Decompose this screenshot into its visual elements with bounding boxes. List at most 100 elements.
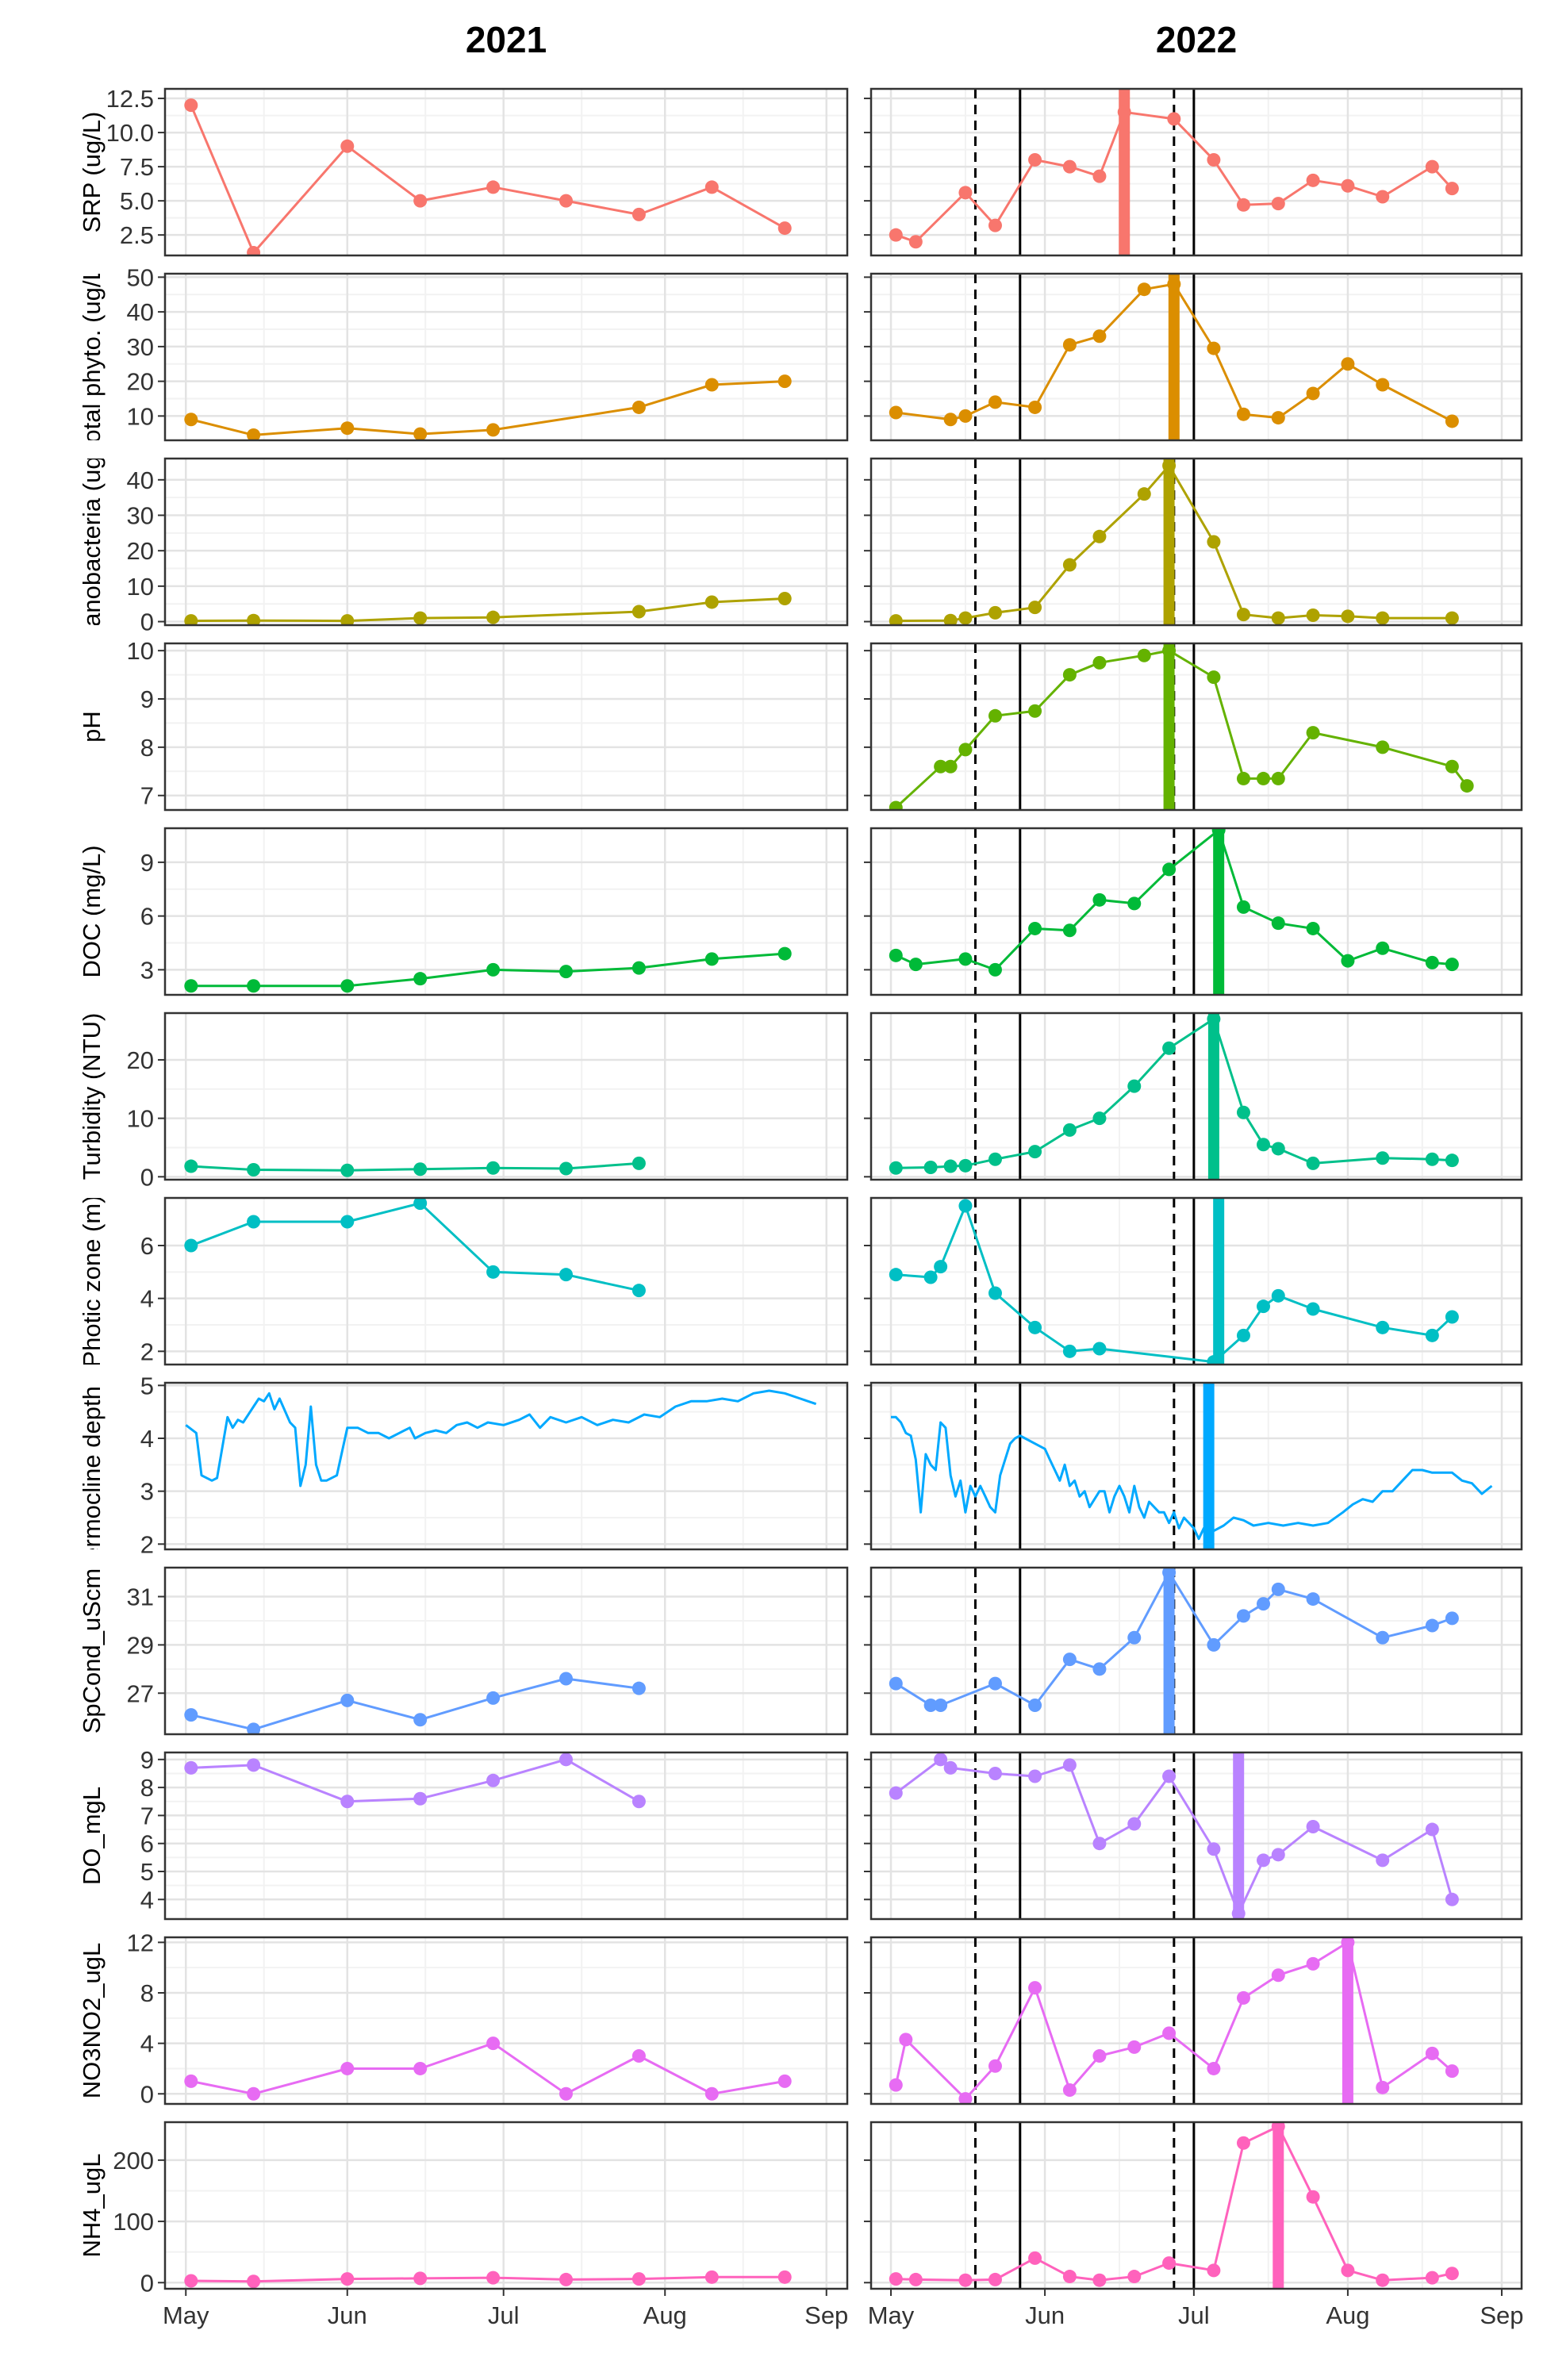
- data-point: [1028, 921, 1042, 935]
- panel-border: [163, 1196, 849, 1366]
- data-point: [486, 962, 501, 977]
- data-point: [1028, 2251, 1042, 2265]
- panel-border: [163, 2121, 849, 2290]
- series-line: [896, 464, 1453, 623]
- data-point: [1306, 173, 1320, 187]
- panel-plot-area: [871, 274, 1522, 440]
- data-point: [889, 2272, 903, 2286]
- data-point: [1425, 1328, 1439, 1342]
- data-point: [559, 2272, 573, 2286]
- y-tick-label: 5: [140, 1858, 154, 1886]
- panel-border: [869, 1012, 1523, 1181]
- data-point: [1236, 608, 1250, 622]
- panel-background: [871, 1383, 1522, 1549]
- data-point: [413, 1198, 428, 1211]
- data-point: [247, 2086, 261, 2101]
- data-point: [988, 2059, 1002, 2073]
- y-axis-label: NH4_ugL: [78, 2154, 106, 2258]
- data-point: [631, 400, 646, 414]
- panel-background: [165, 89, 847, 255]
- data-point: [889, 2078, 903, 2092]
- data-point: [1092, 2273, 1107, 2287]
- panel-plot-area: [165, 2122, 847, 2289]
- data-point: [1062, 1344, 1077, 1358]
- series-line: [185, 1389, 817, 1488]
- data-point: [1231, 1906, 1246, 1919]
- data-point: [1207, 341, 1221, 355]
- data-point: [1062, 558, 1077, 572]
- data-point: [413, 2061, 428, 2075]
- data-point: [1028, 704, 1042, 718]
- data-point: [1162, 1769, 1177, 1783]
- data-point: [1211, 828, 1226, 837]
- y-tick-label: 4: [140, 2030, 154, 2058]
- panel-border: [869, 1196, 1523, 1366]
- series-line: [896, 282, 1453, 423]
- data-point: [1092, 892, 1107, 907]
- data-point: [247, 1722, 261, 1734]
- data-point: [1092, 329, 1107, 344]
- data-point: [486, 2036, 501, 2051]
- panel-background: [871, 1937, 1522, 2104]
- data-point: [1376, 611, 1390, 625]
- data-point: [1028, 1698, 1042, 1712]
- y-tick-label: 3: [140, 956, 154, 984]
- panel-2021: [163, 827, 849, 996]
- panel-2021: [163, 272, 849, 442]
- data-point: [1207, 1842, 1221, 1856]
- data-point: [958, 186, 973, 200]
- data-point: [1425, 159, 1439, 174]
- data-point: [1376, 1853, 1390, 1868]
- data-point: [1028, 1320, 1042, 1334]
- y-tick-label: 2.5: [120, 221, 154, 249]
- panel-plot-area: [165, 1937, 847, 2104]
- data-point: [988, 395, 1002, 409]
- data-point: [413, 1713, 428, 1727]
- data-point: [934, 759, 948, 774]
- y-tick-label: 10: [127, 637, 154, 665]
- panel-background: [165, 1568, 847, 1734]
- data-point: [889, 948, 903, 962]
- y-axis-label-group: Photic zone (m): [78, 1198, 106, 1365]
- data-point: [1271, 1288, 1285, 1303]
- y-axis-label: Cyanobacteria (ug/L): [78, 427, 106, 657]
- data-point: [184, 1159, 198, 1173]
- data-point: [988, 2272, 1002, 2286]
- panel-border: [869, 2121, 1523, 2290]
- panel-2021: [163, 457, 849, 627]
- data-point: [704, 595, 719, 609]
- data-point: [899, 2033, 913, 2047]
- data-point: [1127, 2040, 1142, 2054]
- data-point: [1445, 958, 1459, 972]
- data-point: [988, 1676, 1002, 1691]
- series-line: [190, 380, 785, 436]
- data-point: [1162, 1041, 1177, 1055]
- data-point: [777, 946, 792, 961]
- panel-plot-area: [165, 89, 847, 255]
- data-point: [559, 2086, 573, 2101]
- data-point: [1257, 1853, 1271, 1868]
- data-point: [1062, 668, 1077, 682]
- panel-border: [869, 1936, 1523, 2106]
- data-point: [988, 708, 1002, 723]
- series-line: [190, 597, 785, 623]
- panel-border: [869, 457, 1523, 627]
- data-point: [1028, 1145, 1042, 1159]
- data-point: [1236, 771, 1250, 785]
- panel-plot-area: [165, 1198, 847, 1365]
- panel-2022: [869, 87, 1523, 257]
- data-point: [413, 2271, 428, 2286]
- data-point: [1425, 2271, 1439, 2285]
- panel-background: [165, 1937, 847, 2104]
- data-point: [340, 1163, 355, 1177]
- data-point: [247, 613, 261, 625]
- data-point: [340, 1795, 355, 1809]
- facet-title-2021: 2021: [466, 19, 547, 60]
- y-tick-label: 0: [140, 608, 154, 636]
- panel-2021: [163, 642, 849, 812]
- panel-plot-area: [871, 1752, 1522, 1919]
- y-tick-label: 100: [113, 2208, 154, 2236]
- panel-border: [869, 827, 1523, 996]
- y-tick-label: 3: [140, 1478, 154, 1506]
- y-axis-label: pH: [78, 711, 106, 743]
